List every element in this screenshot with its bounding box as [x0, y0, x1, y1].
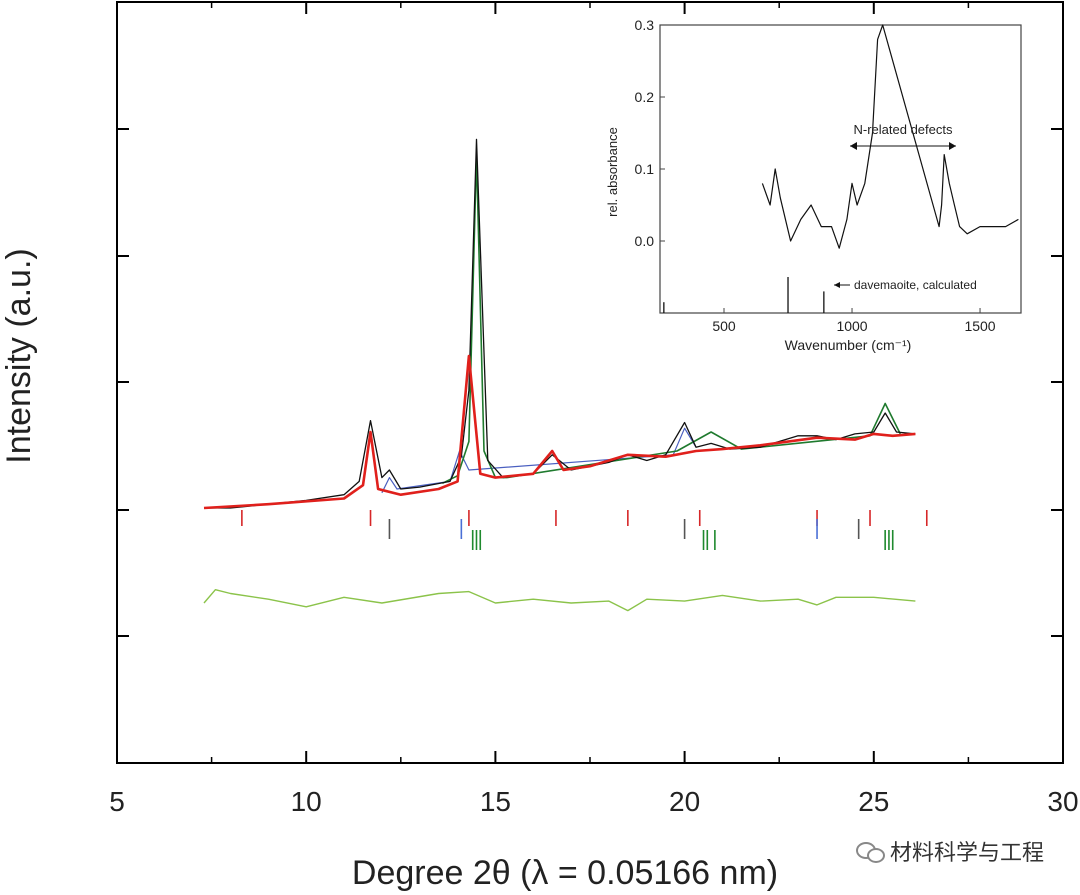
inset-y-tick-label: 0.2 [635, 89, 655, 105]
x-tick-label: 20 [669, 786, 700, 817]
main-series [203, 138, 916, 612]
inset-plot-frame [659, 24, 1022, 314]
n-related-defects-annotation: N-related defects [854, 122, 953, 137]
wechat-icon [855, 840, 885, 863]
inset-y-tick-label: 0.1 [635, 161, 655, 177]
inset-y-axis-label: rel. absorbance [605, 127, 620, 217]
inset-y-tick-label: 0.0 [635, 233, 655, 249]
main-y-axis-label: Intensity (a.u.) [0, 248, 38, 463]
main-x-axis: 5 10 15 20 25 30 [109, 2, 1079, 817]
red-fit-line [203, 354, 916, 510]
observed-pattern-line [204, 138, 916, 509]
difference-curve-line [203, 589, 916, 612]
reflection-tick-markers [241, 510, 928, 550]
x-tick-label: 10 [291, 786, 322, 817]
watermark: 材料科学与工程 [855, 835, 1044, 867]
x-tick-label: 25 [858, 786, 889, 817]
inset-spectrum-line [761, 24, 1019, 249]
main-x-axis-label: Degree 2θ (λ = 0.05166 nm) [352, 854, 778, 892]
inset-series [663, 24, 1019, 313]
davemaoite-arrowhead [834, 282, 840, 288]
x-tick-label: 5 [109, 786, 125, 817]
inset-x-tick-label: 1500 [964, 318, 995, 334]
inset-x-tick-label: 500 [712, 318, 736, 334]
x-tick-label: 30 [1047, 786, 1078, 817]
n-related-defects-arrow [834, 142, 956, 288]
inset-y-tick-label: 0.3 [635, 17, 655, 33]
inset-x-axis-label: Wavenumber (cm⁻¹) [785, 337, 912, 353]
inset-axes: 500 1000 1500 0.0 0.1 0.2 0.3 [635, 17, 996, 334]
defects-arrowhead-right [949, 142, 956, 150]
main-y-axis [117, 128, 1063, 637]
x-tick-label: 15 [480, 786, 511, 817]
watermark-text: 材料科学与工程 [889, 841, 1044, 866]
davemaoite-calculated-annotation: davemaoite, calculated [854, 278, 977, 292]
inset-x-tick-label: 1000 [836, 318, 867, 334]
defects-arrowhead-left [850, 142, 857, 150]
